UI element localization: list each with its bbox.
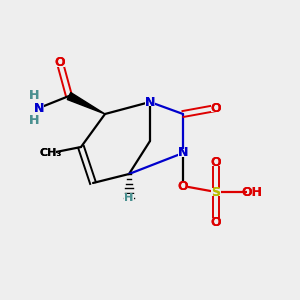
- Text: O: O: [211, 215, 221, 229]
- Text: O: O: [211, 215, 221, 229]
- Bar: [211, 188, 221, 196]
- Text: O: O: [178, 179, 188, 193]
- Text: OH: OH: [242, 185, 262, 199]
- Text: O: O: [211, 155, 221, 169]
- Bar: [211, 104, 221, 112]
- Text: H: H: [29, 89, 40, 103]
- Text: O: O: [55, 56, 65, 70]
- Bar: [31, 92, 38, 100]
- Bar: [178, 182, 188, 190]
- Bar: [211, 158, 221, 166]
- Bar: [31, 116, 38, 124]
- Bar: [145, 98, 155, 106]
- Bar: [124, 194, 134, 202]
- Text: O: O: [211, 101, 221, 115]
- Text: N: N: [178, 146, 188, 160]
- Text: O: O: [178, 179, 188, 193]
- Text: S: S: [212, 185, 220, 199]
- Bar: [55, 59, 65, 67]
- Text: S: S: [212, 185, 220, 199]
- Text: H: H: [124, 193, 134, 203]
- Text: H: H: [124, 193, 134, 203]
- Text: H: H: [29, 89, 40, 103]
- Bar: [247, 188, 257, 196]
- Bar: [46, 149, 56, 157]
- Text: N: N: [145, 95, 155, 109]
- Text: H: H: [29, 113, 40, 127]
- Text: O: O: [55, 56, 65, 70]
- Text: N: N: [178, 146, 188, 160]
- Bar: [211, 218, 221, 226]
- Text: N: N: [34, 101, 44, 115]
- Polygon shape: [67, 92, 105, 114]
- Text: N: N: [34, 101, 44, 115]
- Text: N: N: [145, 95, 155, 109]
- Text: H: H: [29, 113, 40, 127]
- Text: CH₃: CH₃: [40, 148, 62, 158]
- Text: CH₃: CH₃: [40, 148, 62, 158]
- Text: O: O: [211, 101, 221, 115]
- Text: O: O: [211, 155, 221, 169]
- Text: OH: OH: [242, 185, 262, 199]
- Bar: [34, 104, 44, 112]
- Bar: [178, 149, 188, 157]
